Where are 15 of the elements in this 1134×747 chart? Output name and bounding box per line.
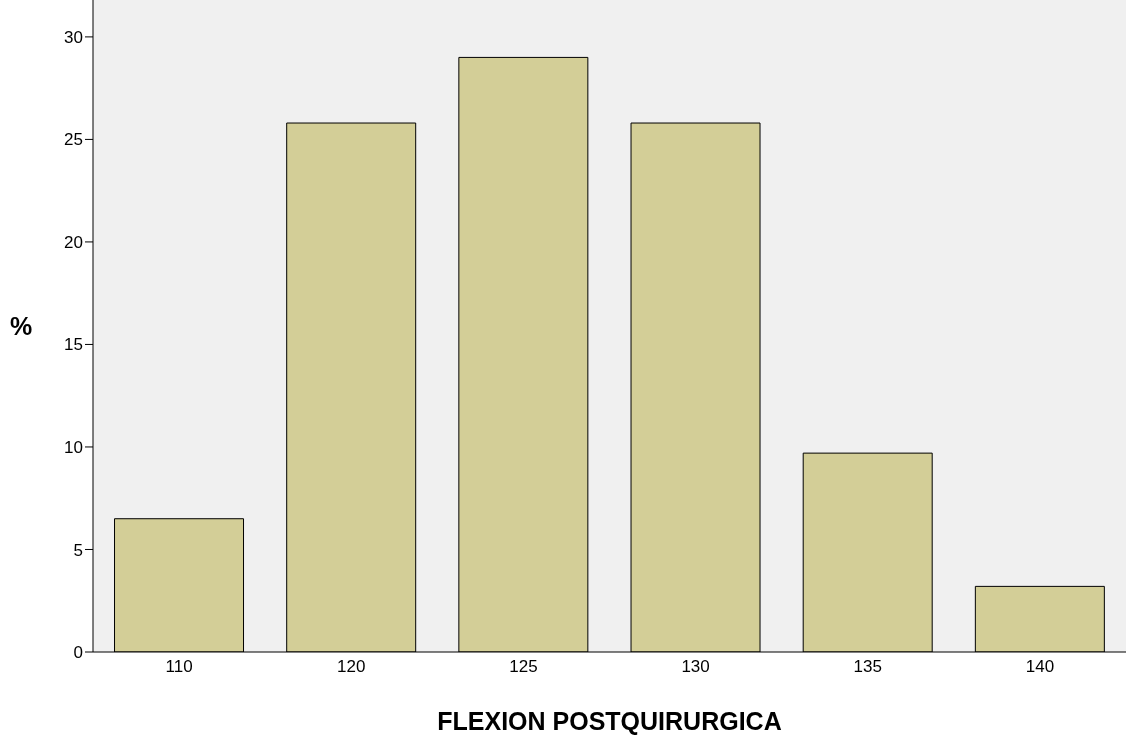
y-tick-label: 5 [73,540,83,560]
x-tick-label: 120 [337,657,366,677]
x-tick-label: 135 [853,657,882,677]
x-tick-label: 110 [165,657,193,677]
y-tick-label: 20 [64,232,83,252]
y-tick-label: 10 [64,438,83,457]
x-axis-title: FLEXION POSTQUIRURGICA [437,707,782,735]
y-axis-title: % [10,311,33,340]
y-tick-label: 30 [64,27,83,47]
x-tick-label: 140 [1025,657,1055,677]
y-tick-label: 25 [64,130,83,150]
y-tick-label: 15 [64,335,83,355]
y-tick-label: 0 [73,643,83,663]
x-tick-label: 130 [681,657,710,677]
x-tick-label: 125 [509,657,538,677]
